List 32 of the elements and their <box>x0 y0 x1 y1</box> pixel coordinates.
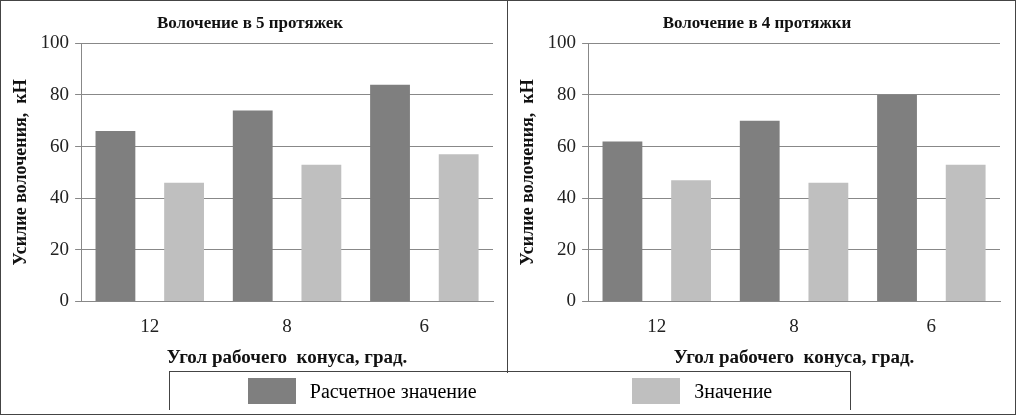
y-tick-label: 100 <box>40 31 70 53</box>
bar <box>301 164 342 301</box>
bar <box>164 182 204 301</box>
y-axis-title: Усилие волочения, кН <box>517 79 538 266</box>
y-tick-label: 0 <box>566 289 577 311</box>
chart-title: Волочение в 4 протяжки <box>662 12 852 32</box>
y-tick-label: 40 <box>50 186 70 208</box>
y-tick-label: 20 <box>50 237 70 259</box>
x-tick-label: 8 <box>789 314 799 336</box>
y-axis-title: Усилие волочения, кН <box>10 79 31 266</box>
bar <box>438 154 479 301</box>
x-axis-title: Угол рабочего конуса, град. <box>166 345 408 367</box>
x-tick-label: 6 <box>419 314 430 336</box>
y-tick-label: 0 <box>59 289 70 311</box>
y-tick-label: 60 <box>557 134 577 156</box>
y-tick-label: 60 <box>50 134 70 156</box>
x-tick-label: 12 <box>140 314 160 336</box>
bar <box>671 180 711 301</box>
y-tick-label: 20 <box>557 237 577 259</box>
x-tick-label: 6 <box>926 314 937 336</box>
x-axis-title: Угол рабочего конуса, град. <box>673 345 915 367</box>
y-tick-label: 80 <box>50 82 70 104</box>
y-tick-label: 80 <box>557 82 577 104</box>
legend-label: Значение <box>694 379 773 403</box>
y-tick-label: 100 <box>547 31 577 53</box>
y-tick-label: 40 <box>557 186 577 208</box>
legend-label: Расчетное значение <box>309 379 477 403</box>
bar <box>808 182 849 301</box>
x-tick-label: 12 <box>647 314 667 336</box>
bar <box>945 164 986 301</box>
chart-title: Волочение в 5 протяжек <box>156 12 344 32</box>
x-tick-label: 8 <box>282 314 292 336</box>
